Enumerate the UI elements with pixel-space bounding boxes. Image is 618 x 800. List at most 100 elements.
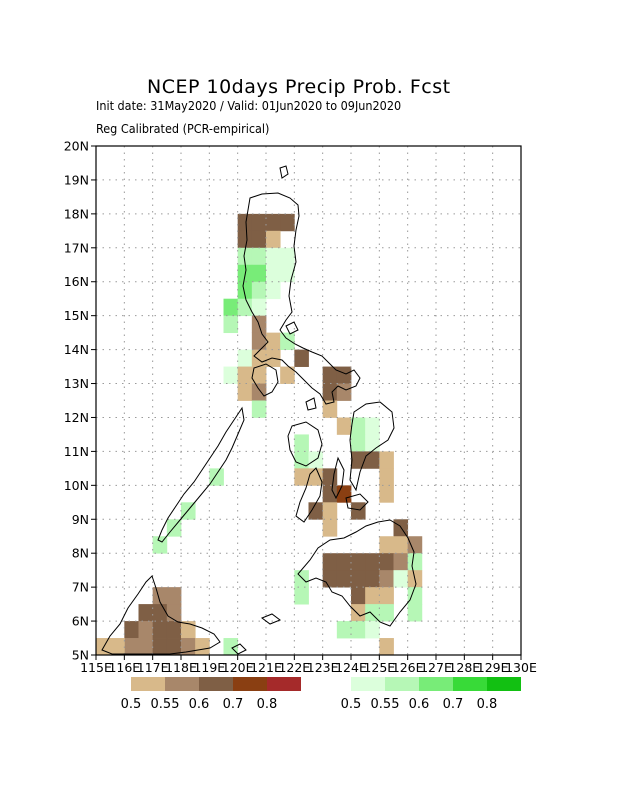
prob-cell-dry [351,587,366,605]
prob-cell-dry [393,553,409,571]
prob-cell-dry [138,638,154,656]
legend-label-wet: 0.55 [371,697,400,712]
prob-cell-dry [365,553,380,571]
prob-cell-wet [365,621,380,639]
prob-cell-wet [237,281,253,300]
lat-tick-label: 11N [64,444,89,459]
prob-cell-wet [336,621,352,639]
prob-cell-dry [195,638,210,656]
legend-swatch-dry [165,677,199,691]
prob-cell-wet [280,264,295,283]
prob-cell-wet [294,451,309,469]
prob-cell-wet [351,621,366,639]
prob-cell-wet [166,519,182,537]
prob-cell-dry [280,213,295,232]
prob-cell-dry [379,570,394,588]
lon-tick-label: 123E [307,660,339,675]
lon-tick-label: 128E [448,660,480,675]
prob-cell-dry [351,553,366,571]
prob-cell-wet [379,604,394,622]
prob-cell-dry [266,213,281,232]
prob-cell-dry [237,366,253,384]
prob-cell-dry [251,383,267,401]
legend-swatch-wet [419,677,453,691]
prob-cell-dry [322,502,338,520]
legend-label-dry: 0.5 [121,697,142,712]
lat-tick-label: 20N [64,139,89,154]
lat-tick-label: 7N [72,580,89,595]
lat-tick-label: 18N [64,206,89,221]
prob-cell-dry [379,451,394,469]
prob-cell-wet [294,587,309,605]
prob-cell-wet [251,298,267,317]
prob-cell-dry [124,638,139,656]
prob-cell-dry [237,230,253,249]
lon-tick-label: 122E [278,660,310,675]
lon-tick-label: 127E [420,660,452,675]
legend-label-wet: 0.5 [341,697,362,712]
prob-cell-wet [393,570,409,588]
coastline-islet-batanes [279,165,289,179]
lat-tick-label: 6N [72,614,89,629]
coastline-samar-leyte [349,401,395,492]
prob-cell-dry [336,553,352,571]
coastlines [101,165,417,655]
legend-swatch-wet [487,677,521,691]
prob-cell-wet [251,247,267,266]
prob-cell-wet [365,417,380,435]
prob-cell-dry [138,604,154,622]
prob-cell-dry [322,383,338,401]
prob-cell-dry [266,332,281,350]
prob-cell-dry [336,570,352,588]
prob-cell-dry [294,349,309,367]
lat-tick-label: 10N [64,478,89,493]
lat-tick-label: 13N [64,376,89,391]
prob-cell-dry [152,638,168,656]
prob-cell-wet [237,247,253,266]
lon-tick-label: 126E [392,660,424,675]
prob-cell-wet [351,417,366,435]
prob-cell-wet [223,298,239,317]
lat-tick-label: 14N [64,342,89,357]
prob-cell-wet [251,281,267,300]
lon-tick-label: 130E [505,660,537,675]
legend-swatch-wet [453,677,487,691]
legend-label-dry: 0.55 [151,697,180,712]
prob-cell-wet [237,349,253,367]
figure-title: NCEP 10days Precip Prob. Fcst [147,76,451,98]
legend-label-dry: 0.8 [257,697,278,712]
lon-tick-label: 120E [222,660,254,675]
prob-cell-wet [294,434,309,452]
legend: 0.5 0.55 0.6 0.7 0.8 0.5 0.55 0.6 0.7 0.8 [121,677,521,712]
lat-tick-label: 15N [64,308,89,323]
prob-cell-dry [393,536,409,554]
map-frame [95,145,522,656]
probability-cells [96,213,423,656]
prob-cell-dry [365,587,380,605]
prob-cell-dry [336,485,352,503]
coastline-islet-basilan [231,643,247,655]
prob-cell-wet [407,604,423,622]
prob-cell-dry [379,536,394,554]
legend-swatch-dry [131,677,165,691]
prob-cell-dry [322,366,338,384]
coastline-islet-sulu [260,613,282,625]
prob-cell-dry [322,468,338,486]
lon-tick-label: 124E [335,660,367,675]
lat-tick-label: 5N [72,648,89,663]
prob-cell-dry [379,587,394,605]
prob-cell-wet [365,604,380,622]
legend-swatch-wet [385,677,419,691]
prob-cell-wet [407,587,423,605]
legend-label-wet: 0.8 [477,697,498,712]
prob-cell-wet [266,247,281,266]
prob-cell-wet [365,434,380,452]
prob-cell-dry [365,570,380,588]
prob-cell-dry [181,621,196,639]
lat-tick-label: 9N [72,512,89,527]
prob-cell-dry [251,366,267,384]
prob-cell-dry [152,621,168,639]
coastline-islet-polillo [285,321,299,335]
prob-cell-dry [166,638,182,656]
